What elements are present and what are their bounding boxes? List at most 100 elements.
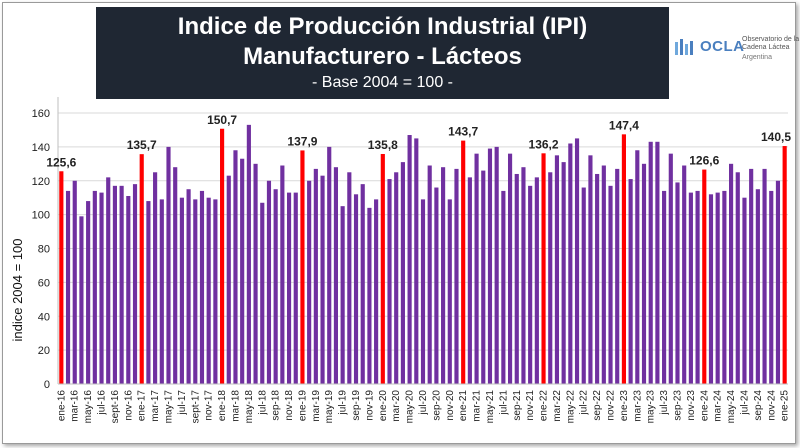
bar-january <box>380 153 385 384</box>
bar <box>213 199 218 384</box>
bar <box>353 194 359 384</box>
bar <box>99 192 104 384</box>
x-tick-label: sep-22 <box>592 390 603 421</box>
x-tick-label: may-24 <box>726 390 737 424</box>
bar <box>507 153 513 384</box>
y-tick-label: 0 <box>44 379 50 391</box>
y-tick-label: 20 <box>38 345 50 357</box>
y-tick-label: 120 <box>32 176 50 188</box>
y-axis-label: indice 2004 = 100 <box>10 238 25 341</box>
bar <box>628 179 633 384</box>
bar <box>112 185 117 384</box>
bar <box>387 179 392 384</box>
x-tick-label: jul-18 <box>257 390 268 416</box>
bar <box>487 148 493 384</box>
bar <box>722 190 727 384</box>
x-tick-label: nov-24 <box>766 390 777 421</box>
x-tick-label: may-17 <box>164 390 175 424</box>
x-tick-label: nov-18 <box>284 390 295 421</box>
y-tick-label: 80 <box>38 244 50 256</box>
x-tick-label: may-23 <box>646 390 657 424</box>
bar <box>514 173 519 384</box>
x-tick-label: nov-23 <box>686 390 697 421</box>
x-tick-label: jul-21 <box>498 390 509 416</box>
bar <box>635 150 640 384</box>
bar <box>534 177 539 384</box>
bar <box>775 180 781 384</box>
x-tick-label: mar-23 <box>632 390 643 422</box>
x-tick-label: sep-18 <box>271 390 282 421</box>
bar <box>561 162 566 384</box>
x-tick-label: ene-23 <box>619 390 630 422</box>
x-tick-label: sep-24 <box>753 390 764 421</box>
bar-january <box>139 154 144 384</box>
bar <box>86 201 91 384</box>
bar <box>601 165 606 384</box>
bar <box>374 199 379 384</box>
x-tick-label: may-19 <box>324 390 335 424</box>
bar <box>193 199 198 384</box>
bar <box>608 185 613 384</box>
bar <box>199 190 205 384</box>
bar-january <box>782 146 787 384</box>
bar <box>153 172 158 384</box>
chart-title: Indice de Producción Industrial (IPI) Ma… <box>177 13 588 70</box>
data-label: 135,8 <box>368 138 398 152</box>
x-tick-label: nov-19 <box>364 390 375 421</box>
x-tick-label: sep-23 <box>673 390 684 421</box>
x-tick-label: ene-22 <box>539 390 550 422</box>
bar <box>682 165 687 384</box>
bar <box>568 143 573 384</box>
bar <box>367 207 372 384</box>
data-label: 136,2 <box>529 137 559 151</box>
y-tick-label: 100 <box>32 210 50 222</box>
bar <box>106 177 111 384</box>
bar <box>688 192 693 384</box>
x-tick-label: mar-24 <box>713 390 724 422</box>
bar <box>226 175 231 384</box>
logo-description: Observatorio de la Cadena Láctea <box>742 36 800 51</box>
x-tick-label: ene-17 <box>137 390 148 422</box>
bar <box>708 194 714 384</box>
x-tick-label: sep-20 <box>431 390 442 421</box>
x-tick-label: ene-25 <box>780 390 791 422</box>
bar <box>360 184 365 384</box>
bar <box>65 190 71 384</box>
bar <box>755 189 760 384</box>
y-tick-label: 160 <box>32 108 50 120</box>
x-tick-label: may-16 <box>83 390 94 424</box>
bar <box>648 141 653 384</box>
bar <box>675 182 680 384</box>
x-tick-label: may-22 <box>565 390 576 424</box>
x-tick-label: mar-18 <box>230 390 241 422</box>
bar <box>253 163 258 384</box>
bar-january <box>461 140 466 384</box>
bar <box>494 146 499 385</box>
bar <box>186 189 191 384</box>
bar <box>481 170 486 384</box>
data-labels: 125,6 135,7 150,7 137,9 135,8 143,7 136,2 147,4… <box>46 113 791 170</box>
bar <box>447 199 452 384</box>
bar <box>92 190 97 384</box>
bar <box>293 192 298 384</box>
bar <box>313 168 318 384</box>
bar <box>240 158 245 384</box>
data-label: 147,4 <box>609 118 639 132</box>
x-tick-label: sept-17 <box>190 390 201 424</box>
x-tick-label: sep-21 <box>512 390 523 421</box>
x-tick-label: may-20 <box>405 390 416 424</box>
x-tick-label: ene-20 <box>378 390 389 422</box>
bars <box>59 124 787 385</box>
bar <box>454 168 459 384</box>
logo-name: OCLA <box>700 38 745 55</box>
bar <box>742 197 747 384</box>
bar <box>246 124 251 385</box>
x-tick-label: mar-22 <box>552 390 563 422</box>
bar <box>79 216 84 384</box>
bar <box>427 165 432 384</box>
bar <box>467 177 472 384</box>
bar <box>715 192 720 384</box>
bar <box>574 138 580 384</box>
title-panel: Indice de Producción Industrial (IPI) Ma… <box>96 7 669 99</box>
bar <box>233 150 238 384</box>
